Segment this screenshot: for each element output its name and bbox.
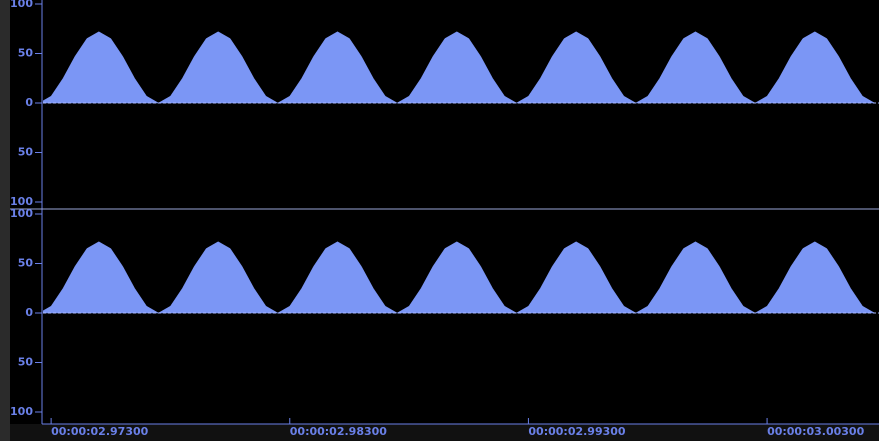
y-tick-label: 0 [25, 306, 33, 319]
x-tick-label: 00:00:02.98300 [290, 425, 388, 438]
x-tick-label: 00:00:03.00300 [767, 425, 865, 438]
waveform [43, 31, 876, 104]
waveform [43, 241, 876, 314]
y-tick-label: 100 [10, 0, 33, 10]
time-ruler [10, 424, 879, 441]
y-tick-label: 100 [10, 207, 33, 220]
y-tick-label: 100 [10, 405, 33, 418]
x-tick-label: 00:00:02.97300 [51, 425, 149, 438]
y-tick-label: 50 [18, 146, 34, 159]
y-tick-label: 100 [10, 195, 33, 208]
left-strip [0, 0, 10, 441]
y-tick-label: 50 [18, 47, 34, 60]
y-tick-label: 50 [18, 257, 34, 270]
y-tick-label: 0 [25, 96, 33, 109]
x-tick-label: 00:00:02.99300 [528, 425, 626, 438]
y-tick-label: 50 [18, 356, 34, 369]
